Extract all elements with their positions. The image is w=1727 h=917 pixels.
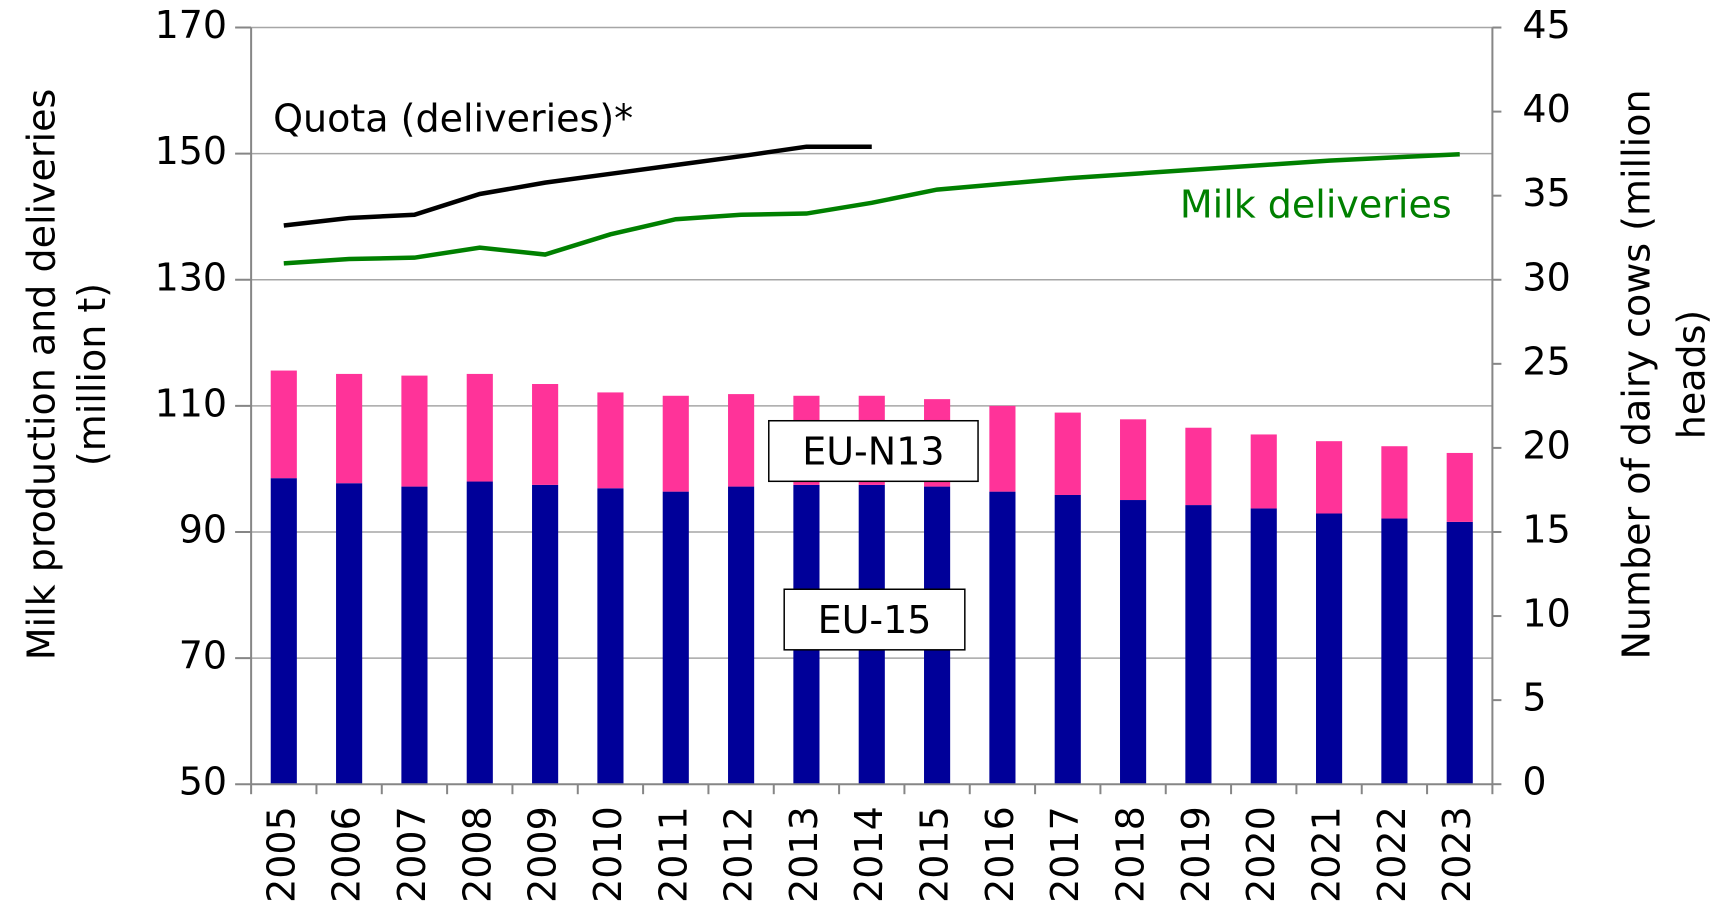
- x-tick-label: 2017: [1043, 806, 1087, 903]
- y2-tick-label: 30: [1522, 255, 1570, 299]
- bar: [270, 370, 297, 479]
- y2-tick-label: 10: [1522, 592, 1570, 636]
- y2-tick-label: 20: [1522, 423, 1570, 467]
- bar: [1120, 419, 1147, 501]
- bar: [989, 405, 1016, 492]
- bar: [989, 491, 1016, 785]
- series-label: Quota (deliveries)*: [273, 97, 633, 141]
- y2-tick-label: 45: [1522, 3, 1570, 47]
- bar: [1185, 505, 1212, 785]
- x-tick-label: 2014: [847, 806, 891, 903]
- bar: [1185, 427, 1212, 506]
- y2-tick-label: 15: [1522, 507, 1570, 551]
- bar: [597, 392, 624, 489]
- x-tick-label: 2006: [325, 806, 369, 903]
- bar: [728, 394, 755, 487]
- y-tick-label: 170: [155, 3, 228, 47]
- y-tick-label: 110: [155, 381, 228, 425]
- y-tick-label: 150: [155, 129, 228, 173]
- x-tick-label: 2018: [1109, 806, 1153, 903]
- series-label: EU-15: [818, 598, 932, 642]
- bar: [532, 384, 559, 485]
- bar: [1316, 441, 1343, 514]
- y-axis-title: Milk production and deliveries: [20, 89, 64, 661]
- x-tick-label: 2011: [651, 806, 695, 903]
- x-tick-label: 2010: [586, 806, 630, 903]
- bar: [1250, 508, 1277, 785]
- x-tick-label: 2020: [1239, 806, 1283, 903]
- bar: [1446, 521, 1473, 785]
- bar: [662, 491, 689, 785]
- bar: [336, 373, 363, 484]
- y2-tick-label: 40: [1522, 87, 1570, 131]
- bar: [401, 375, 428, 487]
- x-tick-label: 2022: [1370, 806, 1414, 903]
- x-tick-label: 2019: [1174, 806, 1218, 903]
- bar: [1381, 446, 1408, 519]
- bar: [270, 478, 297, 785]
- x-tick-label: 2015: [913, 806, 957, 903]
- x-tick-label: 2013: [782, 806, 826, 903]
- bar: [1054, 494, 1081, 785]
- x-tick-label: 2021: [1305, 806, 1349, 903]
- series-label: EU-N13: [802, 429, 944, 473]
- bar: [1054, 412, 1081, 495]
- label-box: [783, 588, 966, 651]
- x-tick-label: 2005: [259, 806, 303, 903]
- label-box: [768, 419, 979, 483]
- bar: [597, 488, 624, 785]
- y-tick-label: 130: [155, 255, 228, 299]
- bar: [466, 481, 493, 785]
- bar: [1250, 434, 1277, 509]
- y-axis-title: (million t): [70, 283, 114, 466]
- bar: [466, 373, 493, 482]
- series-label: Milk deliveries: [1180, 183, 1452, 227]
- y2-tick-label: 0: [1522, 760, 1546, 804]
- bar: [662, 395, 689, 492]
- y2-tick-label: 5: [1522, 676, 1546, 720]
- x-tick-label: 2016: [978, 806, 1022, 903]
- y2-axis-title: Number of dairy cows (million: [1614, 89, 1658, 659]
- y2-tick-label: 25: [1522, 339, 1570, 383]
- x-tick-label: 2008: [455, 806, 499, 903]
- bar: [1316, 513, 1343, 785]
- bar: [401, 486, 428, 785]
- bar: [532, 484, 559, 785]
- bar: [1446, 452, 1473, 522]
- y-tick-label: 90: [179, 507, 227, 551]
- bar: [1120, 500, 1147, 785]
- y2-tick-label: 35: [1522, 171, 1570, 215]
- line: [283, 152, 1460, 266]
- x-tick-label: 2007: [390, 806, 434, 903]
- line: [283, 144, 872, 228]
- y-tick-label: 70: [179, 634, 227, 678]
- bar: [336, 483, 363, 785]
- x-tick-label: 2012: [717, 806, 761, 903]
- bar: [728, 486, 755, 785]
- x-tick-label: 2009: [521, 806, 565, 903]
- y-tick-label: 50: [179, 760, 227, 804]
- y2-axis-title: heads): [1669, 310, 1713, 440]
- x-tick-label: 2023: [1435, 806, 1479, 903]
- bar: [1381, 518, 1408, 785]
